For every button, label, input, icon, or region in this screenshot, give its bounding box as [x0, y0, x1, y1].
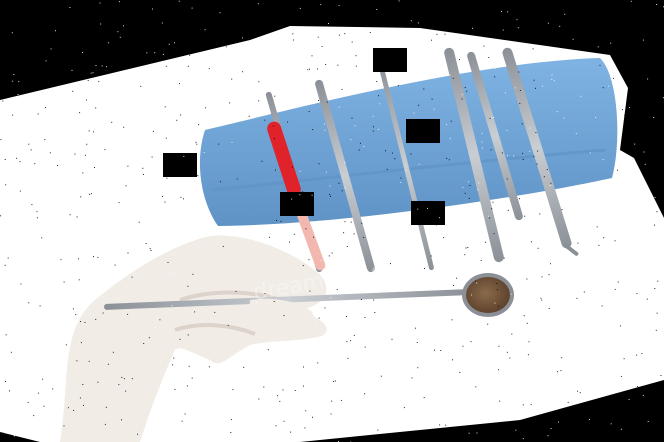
- dental-explorer: [315, 79, 375, 273]
- redaction-box-4: [280, 192, 314, 216]
- thumb: [249, 298, 314, 329]
- redaction-box-5: [411, 201, 445, 225]
- red-grip: [267, 121, 301, 197]
- redaction-box-2: [406, 119, 440, 143]
- redaction-box-1: [373, 48, 407, 72]
- dental-scaler-2: [444, 47, 504, 263]
- scaler-tip: [564, 244, 579, 256]
- dental-mirror: [103, 289, 471, 310]
- redaction-box-3: [163, 153, 197, 177]
- dental-scaler-3: [467, 51, 523, 221]
- dental-scaler-4: [502, 47, 572, 249]
- mirror-face: [466, 277, 510, 313]
